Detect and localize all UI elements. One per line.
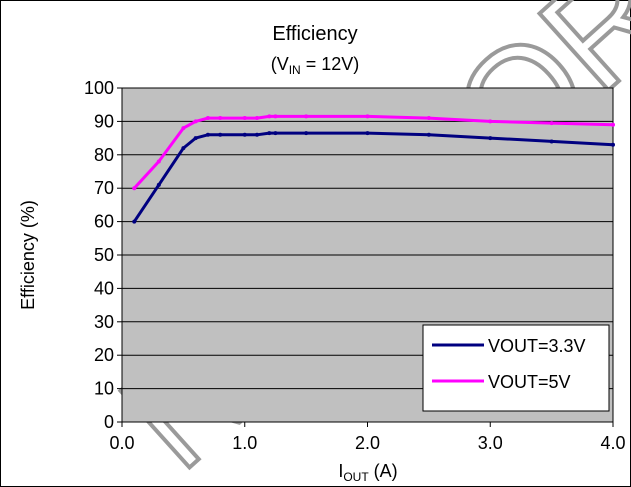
data-point-vout-5v [488, 119, 493, 124]
y-tick-label: 20 [94, 345, 114, 365]
y-axis-label: Efficiency (%) [18, 200, 38, 310]
x-tick-label: 3.0 [478, 433, 503, 453]
y-tick-label: 0 [104, 412, 114, 432]
data-point-vout-3-3v [132, 219, 137, 224]
data-point-vout-5v [365, 114, 370, 119]
data-point-vout-3-3v [255, 132, 260, 137]
x-tick-label: 2.0 [355, 433, 380, 453]
data-point-vout-3-3v [488, 136, 493, 141]
data-point-vout-5v [242, 116, 247, 121]
series-line-vout-3-3v [133, 131, 614, 223]
data-point-vout-5v [426, 116, 431, 121]
data-point-vout-5v [267, 114, 272, 119]
data-point-vout-5v [611, 122, 615, 127]
data-point-vout-3-3v [365, 131, 370, 136]
data-point-vout-3-3v [242, 132, 247, 137]
data-point-vout-3-3v [156, 182, 161, 187]
data-point-vout-5v [549, 121, 554, 126]
y-tick-label: 10 [94, 379, 114, 399]
subtitle-subscript: IN [289, 63, 301, 77]
data-point-vout-5v [132, 186, 137, 191]
legend-label-vout-3-3v: VOUT=3.3V [488, 336, 586, 356]
series-layer [132, 114, 615, 224]
data-point-vout-5v [156, 159, 161, 164]
legend-label-vout-5v: VOUT=5V [488, 372, 571, 392]
x-axis-label: IOUT (A) [338, 461, 397, 484]
x-label-suffix: (A) [369, 461, 398, 481]
x-tick-label: 1.0 [232, 433, 257, 453]
x-tick-label: 4.0 [600, 433, 625, 453]
chart-title: Efficiency [272, 23, 357, 45]
data-point-vout-3-3v [426, 132, 431, 137]
subtitle-prefix: (V [271, 54, 289, 74]
data-point-vout-3-3v [181, 146, 186, 151]
data-point-vout-3-3v [611, 142, 615, 147]
y-tick-label: 70 [94, 178, 114, 198]
x-label-main: I [338, 461, 343, 481]
data-point-vout-5v [273, 114, 278, 119]
data-point-vout-3-3v [273, 131, 278, 136]
data-point-vout-5v [255, 116, 260, 121]
data-point-vout-5v [205, 116, 210, 121]
y-tick-label: 100 [84, 78, 114, 98]
data-point-vout-3-3v [193, 136, 198, 141]
data-point-vout-3-3v [218, 132, 223, 137]
y-tick-label: 60 [94, 212, 114, 232]
y-tick-label: 90 [94, 111, 114, 131]
series-line-vout-5v [133, 114, 614, 190]
data-point-vout-5v [304, 114, 309, 119]
data-point-vout-5v [193, 119, 198, 124]
y-tick-label: 40 [94, 278, 114, 298]
y-axis-ticks: 0 10 20 30 40 50 60 70 80 90 100 [84, 78, 122, 432]
y-tick-label: 30 [94, 312, 114, 332]
x-axis-ticks: 0.0 1.0 2.0 3.0 4.0 [109, 422, 626, 453]
legend-box [422, 324, 610, 412]
data-point-vout-3-3v [304, 131, 309, 136]
data-point-vout-3-3v [267, 131, 272, 136]
data-point-vout-5v [181, 126, 186, 131]
subtitle-suffix: = 12V) [301, 54, 360, 74]
y-tick-label: 50 [94, 245, 114, 265]
legend: VOUT=3.3V VOUT=5V [422, 324, 610, 412]
data-point-vout-5v [218, 116, 223, 121]
x-tick-label: 0.0 [109, 433, 134, 453]
data-point-vout-3-3v [205, 132, 210, 137]
chart-subtitle: (VIN = 12V) [271, 54, 360, 77]
data-point-vout-3-3v [549, 139, 554, 144]
y-tick-label: 80 [94, 145, 114, 165]
x-label-subscript: OUT [343, 470, 369, 484]
